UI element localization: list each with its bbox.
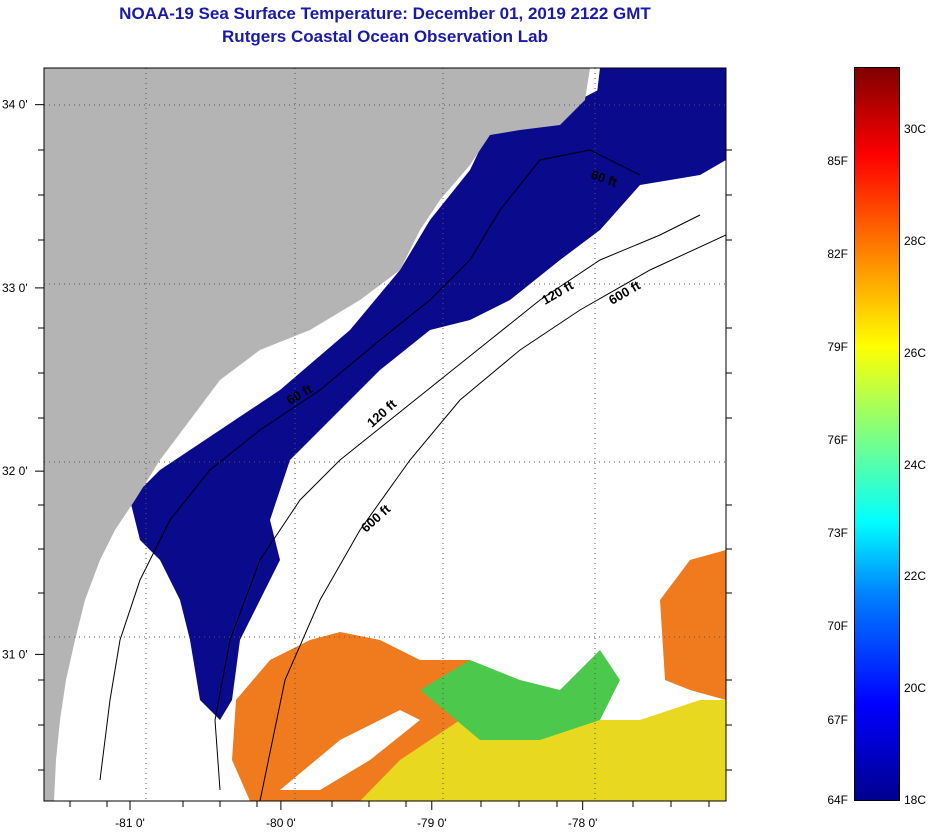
contour-600ft	[259, 234, 726, 801]
colorbar-fahrenheit-label: 67F	[827, 712, 848, 727]
graticule	[44, 68, 726, 801]
x-tick-label: -79 0'	[417, 816, 447, 830]
map-frame	[43, 67, 727, 802]
colorbar-celsius-label: 30C	[904, 122, 927, 137]
colorbar-celsius-label: 28C	[904, 234, 927, 249]
y-tick-label: 31 0'	[2, 647, 28, 661]
cloud-gap	[280, 710, 420, 790]
x-tick-label: -81 0'	[115, 816, 145, 830]
colorbar-celsius-label: 26C	[904, 345, 927, 360]
warm-water-region-yellow	[360, 700, 726, 801]
y-tick-label: 33 0'	[2, 281, 28, 295]
latitude-axis: 34 0' 33 0' 32 0' 31 0'	[2, 98, 44, 661]
contour-60ft	[99, 149, 641, 781]
colorbar-fahrenheit-label: 79F	[827, 339, 848, 354]
map-subtitle: Rutgers Coastal Ocean Observation Lab	[222, 27, 548, 46]
land-mass	[44, 68, 590, 801]
warm-water-region-green	[420, 650, 620, 740]
x-tick-label: -80 0'	[266, 816, 296, 830]
longitude-axis: -81 0' -80 0' -79 0' -78 0'	[115, 801, 597, 830]
colorbar-fahrenheit-label: 70F	[827, 619, 848, 634]
map-title: NOAA-19 Sea Surface Temperature: Decembe…	[119, 4, 651, 23]
cold-water-patch-northeast	[595, 68, 726, 140]
colorbar-celsius-label: 18C	[904, 793, 927, 807]
contour-120ft	[214, 214, 701, 791]
colorbar-fahrenheit-label: 64F	[827, 793, 848, 807]
y-tick-label: 34 0'	[2, 98, 28, 112]
colorbar-celsius-label: 22C	[904, 569, 927, 584]
colorbar-fahrenheit-label: 85F	[827, 153, 848, 168]
warm-water-region-east	[660, 550, 726, 700]
colorbar-fahrenheit-label: 82F	[827, 246, 848, 261]
colorbar-fahrenheit-label: 73F	[827, 525, 848, 540]
y-tick-label: 32 0'	[2, 464, 28, 478]
temperature-colorbar	[854, 67, 900, 801]
x-tick-label: -78 0'	[568, 816, 598, 830]
colorbar-celsius-label: 24C	[904, 457, 927, 472]
cold-water-region	[130, 68, 726, 720]
colorbar-fahrenheit-label: 76F	[827, 433, 848, 448]
axis-minor-ticks	[38, 149, 732, 807]
colorbar-celsius-label: 20C	[904, 681, 927, 696]
